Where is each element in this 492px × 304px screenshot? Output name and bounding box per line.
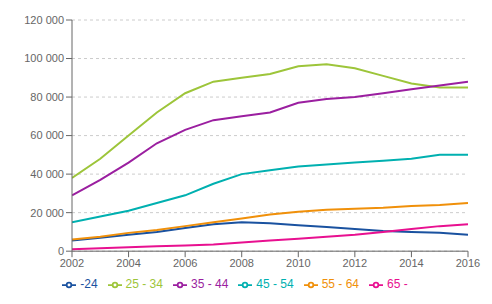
svg-text:100 000: 100 000 (24, 52, 64, 64)
html-text:45 - 54: 45 - 54 (256, 277, 294, 292)
svg-text:40 000: 40 000 (30, 168, 64, 180)
svg-text:2008: 2008 (229, 257, 253, 269)
html-text:55 - 64: 55 - 64 (321, 277, 359, 292)
svg-text:20 000: 20 000 (30, 207, 64, 219)
svg-text:2006: 2006 (173, 257, 197, 269)
html-text:35 - 44: 35 - 44 (191, 277, 229, 292)
svg-text:2014: 2014 (399, 257, 423, 269)
svg-text:2010: 2010 (286, 257, 310, 269)
svg-text:60 000: 60 000 (30, 129, 64, 141)
svg-text:2004: 2004 (116, 257, 140, 269)
svg-text:120 000: 120 000 (24, 14, 64, 26)
svg-text:2002: 2002 (60, 257, 84, 269)
svg-text:2016: 2016 (456, 257, 480, 269)
html-text:-24: -24 (80, 277, 98, 292)
html-text:25 - 34: 25 - 34 (125, 277, 163, 292)
svg-text:0: 0 (58, 245, 64, 257)
html-text:65 -: 65 - (387, 277, 408, 292)
svg-text:2012: 2012 (343, 257, 367, 269)
svg-text:80 000: 80 000 (30, 91, 64, 103)
